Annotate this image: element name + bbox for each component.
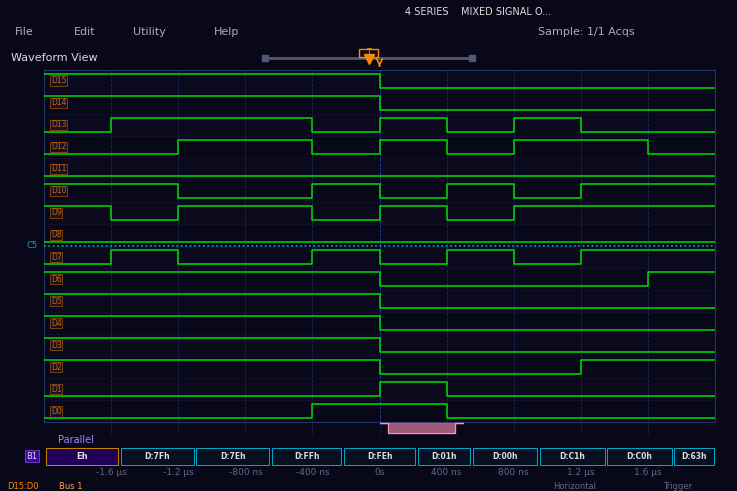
Text: D7: D7 <box>51 252 62 262</box>
Bar <box>44 334 715 356</box>
Bar <box>44 92 715 114</box>
Bar <box>44 246 715 268</box>
Text: D3: D3 <box>51 341 62 350</box>
Text: Waveform View: Waveform View <box>11 53 98 63</box>
FancyBboxPatch shape <box>418 448 470 465</box>
Text: D0: D0 <box>51 407 62 416</box>
Text: Parallel: Parallel <box>57 435 94 445</box>
Polygon shape <box>380 423 464 433</box>
Bar <box>44 312 715 334</box>
Bar <box>44 356 715 378</box>
Text: D9: D9 <box>51 209 62 218</box>
FancyBboxPatch shape <box>473 448 537 465</box>
Text: Bus 1: Bus 1 <box>59 482 83 491</box>
Text: D:FEh: D:FEh <box>367 452 392 461</box>
FancyBboxPatch shape <box>197 448 269 465</box>
Text: D6: D6 <box>51 274 62 283</box>
Text: D15:D0: D15:D0 <box>7 482 39 491</box>
Text: Horizontal: Horizontal <box>553 482 595 491</box>
Text: D1: D1 <box>51 385 62 394</box>
Bar <box>44 378 715 400</box>
Text: File: File <box>15 27 33 37</box>
Text: D:FFh: D:FFh <box>294 452 319 461</box>
Text: -800 ns: -800 ns <box>228 468 262 477</box>
Bar <box>44 114 715 136</box>
Text: 1.2 μs: 1.2 μs <box>567 468 595 477</box>
Text: D:C1h: D:C1h <box>559 452 585 461</box>
Text: Help: Help <box>214 27 239 37</box>
Text: D:7Eh: D:7Eh <box>220 452 245 461</box>
Text: D:7Fh: D:7Fh <box>144 452 170 461</box>
FancyBboxPatch shape <box>674 448 713 465</box>
Bar <box>44 202 715 224</box>
Text: D15: D15 <box>51 76 66 85</box>
FancyBboxPatch shape <box>272 448 341 465</box>
Bar <box>44 224 715 246</box>
Text: D14: D14 <box>51 98 66 107</box>
Text: Utility: Utility <box>133 27 166 37</box>
Text: D4: D4 <box>51 319 62 327</box>
FancyBboxPatch shape <box>344 448 415 465</box>
Text: 0s: 0s <box>374 468 385 477</box>
Text: D8: D8 <box>51 230 62 240</box>
Text: D2: D2 <box>51 363 62 372</box>
Bar <box>44 180 715 202</box>
Text: Edit: Edit <box>74 27 95 37</box>
Bar <box>44 136 715 158</box>
Text: B1: B1 <box>27 452 38 461</box>
Text: 4 SERIES    MIXED SIGNAL O...: 4 SERIES MIXED SIGNAL O... <box>405 7 551 17</box>
Bar <box>44 268 715 290</box>
Text: 400 ns: 400 ns <box>431 468 462 477</box>
Bar <box>44 70 715 92</box>
Bar <box>44 400 715 422</box>
Text: T: T <box>366 48 371 57</box>
Text: 1.6 μs: 1.6 μs <box>634 468 662 477</box>
Bar <box>44 290 715 312</box>
Text: D5: D5 <box>51 297 62 305</box>
Text: D10: D10 <box>51 187 66 195</box>
Text: Trigger: Trigger <box>663 482 693 491</box>
Text: Sample: 1/1 Acqs: Sample: 1/1 Acqs <box>538 27 635 37</box>
Text: -400 ns: -400 ns <box>296 468 329 477</box>
Text: D11: D11 <box>51 164 66 173</box>
Text: D:00h: D:00h <box>492 452 518 461</box>
Bar <box>44 158 715 180</box>
FancyBboxPatch shape <box>121 448 194 465</box>
Text: D13: D13 <box>51 120 66 129</box>
Text: D:C0h: D:C0h <box>626 452 652 461</box>
Text: -1.2 μs: -1.2 μs <box>163 468 194 477</box>
FancyBboxPatch shape <box>46 448 119 465</box>
Text: -1.6 μs: -1.6 μs <box>96 468 127 477</box>
Text: 800 ns: 800 ns <box>498 468 529 477</box>
FancyBboxPatch shape <box>540 448 604 465</box>
Text: D:63h: D:63h <box>681 452 707 461</box>
Text: D12: D12 <box>51 142 66 151</box>
Text: Eh: Eh <box>76 452 88 461</box>
Text: D:01h: D:01h <box>431 452 457 461</box>
FancyBboxPatch shape <box>607 448 671 465</box>
Text: C5: C5 <box>27 242 38 250</box>
